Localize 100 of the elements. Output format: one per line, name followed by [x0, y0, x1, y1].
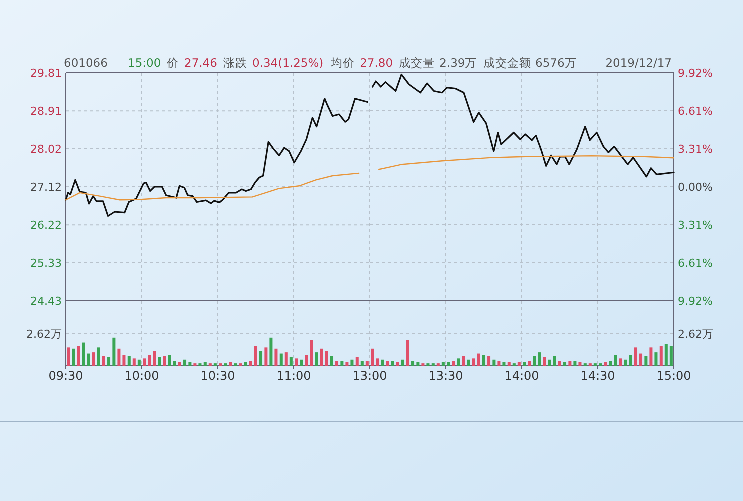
bar	[396, 362, 400, 366]
bar	[260, 351, 263, 366]
bar	[412, 361, 415, 366]
y-tick-label: 26.22	[30, 219, 62, 232]
bar	[654, 352, 658, 366]
y-tick-label: 24.43	[30, 295, 62, 308]
bar	[67, 348, 70, 366]
bar	[188, 362, 192, 366]
bar	[310, 340, 314, 366]
bar	[173, 361, 176, 366]
bar	[401, 360, 404, 366]
y2-tick-label: 9.92%	[678, 295, 713, 308]
bar	[553, 356, 556, 366]
bar	[604, 362, 608, 366]
bar	[132, 358, 136, 366]
bar	[609, 361, 612, 366]
bar	[629, 355, 632, 366]
bar	[416, 362, 420, 366]
bar	[184, 360, 187, 366]
bar	[305, 355, 308, 366]
x-tick-label: 10:30	[200, 369, 236, 383]
bar	[315, 352, 318, 366]
y2-tick-label: 9.92%	[678, 67, 713, 80]
bar	[128, 356, 131, 366]
bar	[533, 356, 536, 366]
bar	[264, 348, 268, 366]
y2-tick-label: 6.61%	[678, 256, 713, 270]
bar	[295, 358, 298, 366]
bar	[502, 362, 506, 366]
bar	[644, 356, 648, 366]
bar	[229, 362, 232, 366]
text: 2019/12/17	[606, 56, 672, 70]
text: 0.34(1.25%)	[252, 56, 324, 70]
bar	[97, 348, 100, 366]
bar	[538, 352, 542, 366]
bar	[346, 362, 349, 366]
bar	[467, 360, 470, 366]
bar	[508, 362, 511, 366]
bar	[178, 362, 182, 366]
bar	[482, 355, 486, 366]
bar	[523, 362, 526, 366]
bar	[634, 348, 638, 366]
bar	[366, 361, 369, 366]
bar	[290, 357, 293, 366]
bar	[102, 356, 106, 366]
text: 27.46	[184, 56, 218, 70]
x-tick-label: 13:30	[428, 369, 464, 383]
bar	[650, 348, 653, 366]
bar	[153, 351, 156, 366]
bar	[112, 338, 116, 366]
bar	[204, 362, 207, 366]
y-tick-label: 2.62万	[26, 328, 62, 341]
bar	[376, 358, 380, 366]
bar	[254, 346, 258, 366]
bar	[406, 340, 410, 366]
bar	[660, 346, 663, 366]
bar	[558, 361, 562, 366]
bar	[138, 360, 141, 366]
bar	[168, 355, 172, 366]
x-tick-label: 10:00	[124, 369, 160, 383]
bar	[447, 362, 450, 366]
bar	[356, 357, 359, 366]
x-tick-label: 14:00	[504, 369, 540, 383]
bar	[452, 361, 456, 366]
bar	[340, 361, 344, 366]
bar	[548, 360, 552, 366]
bar	[163, 356, 166, 366]
bar	[82, 342, 86, 366]
bar	[568, 361, 572, 366]
bar	[498, 361, 501, 366]
bar	[543, 357, 546, 366]
x-tick-label: 09:30	[48, 369, 84, 383]
y2-tick-label: 0.00%	[678, 181, 713, 194]
bar	[477, 354, 480, 366]
bar	[118, 348, 121, 366]
bar	[92, 352, 96, 366]
bar	[488, 356, 491, 366]
y2-tick-label: 2.62万	[678, 328, 714, 341]
bar	[122, 355, 126, 366]
bar	[330, 356, 334, 366]
bar	[143, 358, 146, 366]
bar	[249, 361, 252, 366]
y2-tick-label: 3.31%	[678, 219, 713, 232]
line-series	[65, 172, 360, 201]
bar	[391, 361, 394, 366]
bar	[320, 348, 324, 366]
y-tick-label: 25.33	[30, 256, 62, 270]
bar	[614, 355, 618, 366]
text: 2.39万	[440, 56, 478, 70]
bar	[325, 351, 328, 366]
y-tick-label: 29.81	[30, 67, 62, 80]
text: 价	[166, 56, 179, 70]
bar	[492, 360, 496, 366]
bar	[518, 362, 521, 366]
bar	[158, 357, 162, 366]
text: 成交金额	[484, 56, 532, 70]
bar	[442, 362, 445, 366]
bar	[108, 357, 111, 366]
bar	[148, 355, 152, 366]
x-tick-label: 15:00	[656, 369, 692, 383]
